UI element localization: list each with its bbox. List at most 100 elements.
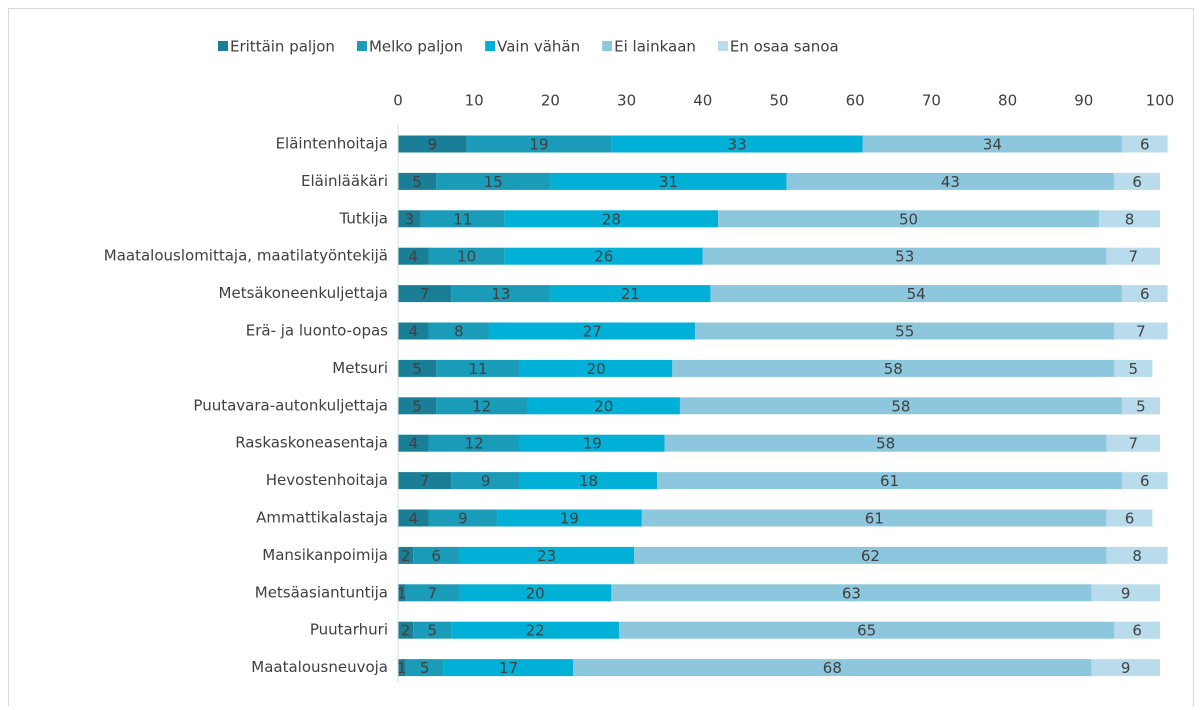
bar-segment xyxy=(519,472,658,490)
bar-segment xyxy=(398,247,429,265)
bar-segment xyxy=(1121,472,1168,490)
y-tick-label: Maatalousneuvoja xyxy=(251,658,388,676)
x-tick-label: 70 xyxy=(922,92,941,110)
bar-segment xyxy=(657,472,1122,490)
data-label: 53 xyxy=(895,248,914,266)
y-tick-label: Puutarhuri xyxy=(310,621,388,639)
data-label: 26 xyxy=(594,248,613,266)
bar-segment xyxy=(1114,322,1168,340)
bar-segment xyxy=(611,135,863,153)
bar-segment xyxy=(436,397,528,415)
bar-segment xyxy=(641,509,1107,527)
legend-swatch xyxy=(717,41,728,51)
data-label: 11 xyxy=(453,210,472,228)
data-label: 20 xyxy=(526,584,545,602)
data-label: 61 xyxy=(865,510,884,528)
x-tick-label: 50 xyxy=(769,92,788,110)
bar-segment xyxy=(519,359,673,377)
bar-segment xyxy=(527,397,680,415)
bar-segment xyxy=(1106,509,1153,527)
bar-segment xyxy=(405,584,459,602)
data-label: 18 xyxy=(579,472,598,490)
bar-segment xyxy=(413,621,452,639)
bar-segment xyxy=(679,397,1122,415)
bar-segment xyxy=(420,210,505,228)
y-tick-label: Ammattikalastaja xyxy=(256,509,388,527)
bar-segment xyxy=(1121,135,1168,153)
data-label: 5 xyxy=(428,622,438,640)
data-label: 20 xyxy=(594,397,613,415)
y-tick-label: Erä- ja luonto-opas xyxy=(246,322,388,340)
data-label: 5 xyxy=(1129,360,1139,378)
bar-segment xyxy=(1091,659,1160,677)
x-tick-label: 80 xyxy=(998,92,1017,110)
bar-segment xyxy=(1114,621,1160,639)
bar-segment xyxy=(504,247,703,265)
data-label: 6 xyxy=(1132,173,1142,191)
bar-segment xyxy=(1091,584,1160,602)
bar-segment xyxy=(398,135,467,153)
bar-segment xyxy=(436,172,551,190)
data-label: 2 xyxy=(401,547,411,565)
bar-segment xyxy=(466,135,612,153)
bar-segment xyxy=(398,509,429,527)
data-label: 10 xyxy=(457,248,476,266)
bar-segment xyxy=(398,659,406,677)
y-tick-label: Eläintenhoitaja xyxy=(276,135,388,153)
data-label: 8 xyxy=(1132,547,1142,565)
bar-segment xyxy=(398,472,452,490)
bar-segment xyxy=(634,546,1107,564)
data-label: 9 xyxy=(1121,659,1131,677)
bar-segment xyxy=(451,472,520,490)
data-label: 4 xyxy=(408,435,418,453)
bar-segment xyxy=(618,621,1115,639)
bar-segment xyxy=(497,509,642,527)
bar-segment xyxy=(695,322,1115,340)
bar-segment xyxy=(413,546,459,564)
bar-segment xyxy=(398,546,414,564)
bar-segment xyxy=(436,359,520,377)
bar-segment xyxy=(1114,172,1160,190)
data-label: 2 xyxy=(401,622,411,640)
y-tick-label: Maatalouslomittaja, maatilatyöntekijä xyxy=(104,247,388,265)
y-tick-label: Tutkija xyxy=(339,209,389,227)
y-tick-label: Metsäkoneenkuljettaja xyxy=(219,284,388,302)
data-label: 50 xyxy=(899,210,918,228)
bar-segment xyxy=(862,135,1122,153)
bar-segment xyxy=(458,546,635,564)
data-label: 9 xyxy=(481,472,491,490)
bar-segment xyxy=(428,322,490,340)
data-label: 62 xyxy=(861,547,880,565)
bar-segment xyxy=(786,172,1115,190)
bar-segment xyxy=(1114,359,1153,377)
y-tick-label: Mansikanpoimija xyxy=(262,546,388,564)
bar-segment xyxy=(550,172,787,190)
y-tick-label: Metsäasiantuntija xyxy=(255,583,388,601)
frame xyxy=(8,8,1194,709)
legend-swatch xyxy=(602,41,613,51)
legend-swatch xyxy=(356,41,367,51)
data-label: 6 xyxy=(1140,136,1150,154)
bar-segment xyxy=(672,359,1115,377)
data-label: 58 xyxy=(876,435,895,453)
y-tick-label: Metsuri xyxy=(332,359,388,377)
bar-segment xyxy=(489,322,696,340)
data-label: 43 xyxy=(941,173,960,191)
data-label: 5 xyxy=(412,173,422,191)
data-label: 11 xyxy=(468,360,487,378)
data-label: 19 xyxy=(529,136,548,154)
bar-segment xyxy=(398,359,437,377)
bar-segment xyxy=(398,621,414,639)
data-label: 7 xyxy=(420,472,430,490)
data-label: 13 xyxy=(491,285,510,303)
data-label: 3 xyxy=(405,210,415,228)
bar-segment xyxy=(718,210,1100,228)
bar-segment xyxy=(1099,210,1160,228)
data-label: 1 xyxy=(397,659,407,677)
data-label: 7 xyxy=(428,584,438,602)
bar-segment xyxy=(398,434,429,452)
y-tick-label: Raskaskoneasentaja xyxy=(235,434,388,452)
x-tick-label: 90 xyxy=(1074,92,1093,110)
data-label: 8 xyxy=(1125,210,1135,228)
